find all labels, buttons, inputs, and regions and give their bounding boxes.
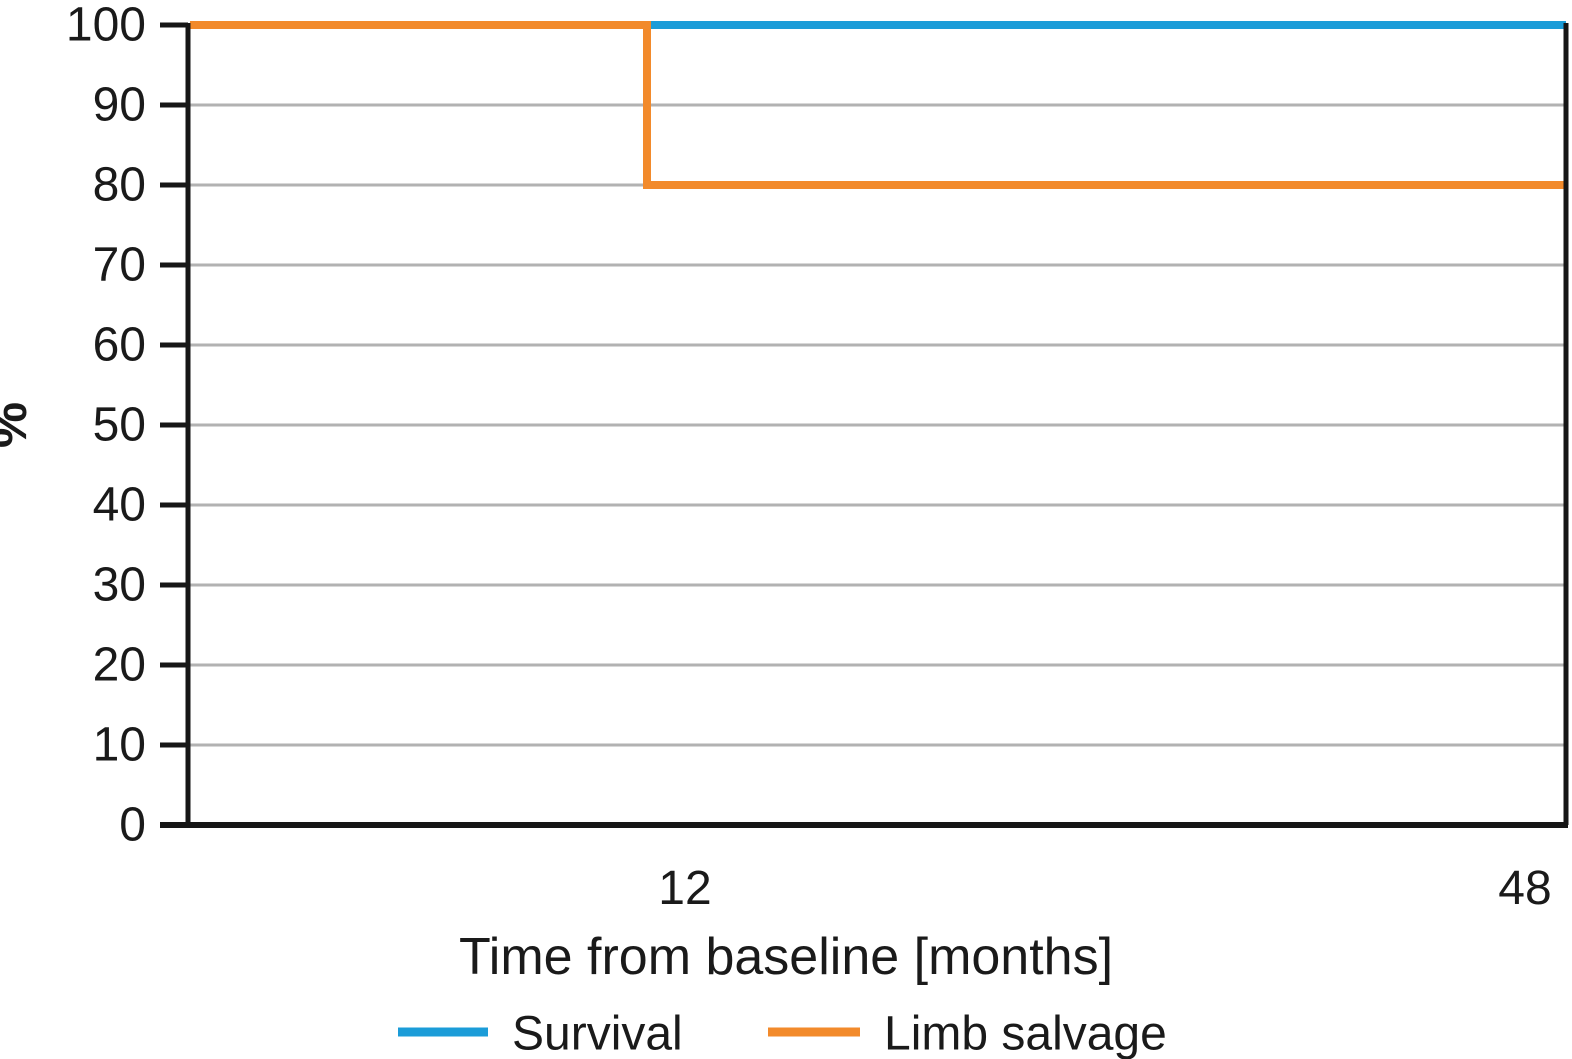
legend-label-survival: Survival — [512, 1008, 683, 1059]
y-tick-label-100: 100 — [66, 0, 146, 52]
x-axis-tick-labels: 12 48 — [658, 862, 1551, 915]
y-tick-label-80: 80 — [93, 159, 146, 212]
y-tick-label-60: 60 — [93, 319, 146, 372]
y-tick-label-30: 30 — [93, 559, 146, 612]
y-tick-label-10: 10 — [93, 719, 146, 772]
y-tick-label-0: 0 — [119, 799, 146, 852]
series-lines — [190, 21, 1566, 189]
x-tick-label-12: 12 — [658, 862, 711, 915]
y-tick-label-40: 40 — [93, 479, 146, 532]
y-axis-title: % — [0, 402, 38, 448]
y-tick-label-70: 70 — [93, 239, 146, 292]
y-tick-label-90: 90 — [93, 79, 146, 132]
y-tick-label-20: 20 — [93, 639, 146, 692]
axes — [160, 22, 1569, 828]
x-axis-title: Time from baseline [months] — [459, 928, 1113, 986]
x-tick-label-48: 48 — [1498, 862, 1551, 915]
legend-label-limb-salvage: Limb salvage — [884, 1008, 1167, 1059]
series-line-limb-salvage — [190, 21, 1566, 189]
y-axis-tick-labels: 100 90 80 70 60 50 40 30 20 10 0 — [66, 0, 146, 852]
y-tick-label-50: 50 — [93, 399, 146, 452]
gridlines — [188, 23, 1566, 747]
chart-legend: Survival Limb salvage — [398, 1008, 1167, 1059]
